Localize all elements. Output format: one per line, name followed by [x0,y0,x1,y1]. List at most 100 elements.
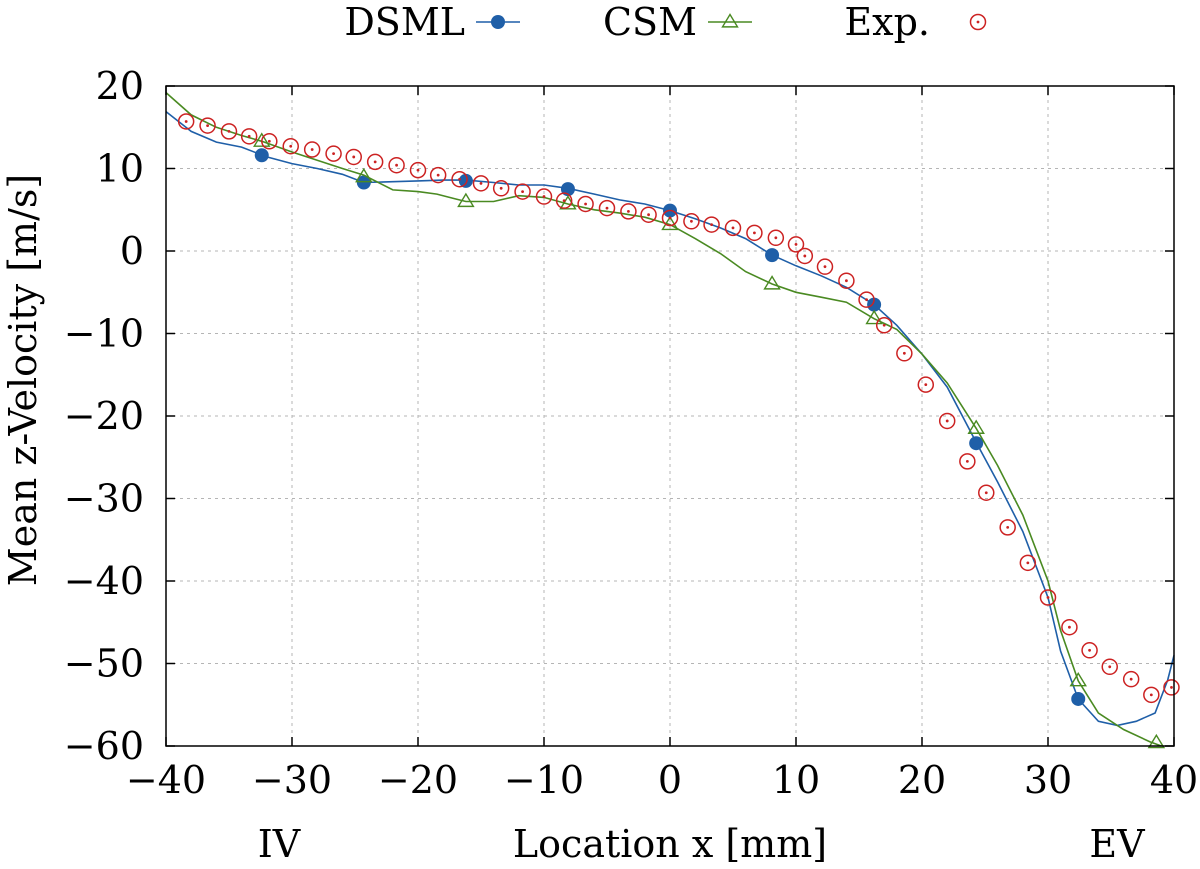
x-axis-title: Location x [mm] [513,822,827,866]
data-point [355,167,373,183]
data-point [303,141,321,158]
data-point [253,132,271,147]
marker-ring [1101,658,1118,676]
data-point [177,113,195,130]
marker-dot [479,181,483,185]
data-point [999,519,1016,536]
marker-dot [845,279,848,283]
data-point [896,345,913,362]
legend-label-csm: CSM [603,0,697,44]
marker-ring [220,123,238,140]
marker-dot [865,298,868,302]
marker-dot [352,155,356,159]
x-tick-label: −10 [504,758,584,802]
marker-ring [787,236,805,253]
marker-dot [227,129,231,133]
marker-ring [1039,589,1057,606]
data-point [1143,686,1160,704]
y-tick-labels: 20 10 0 −10 −20 −30 −40 −50 −60 [64,64,144,768]
data-point [345,148,362,166]
marker-dot [206,124,209,127]
data-point [661,215,679,231]
data-point [978,484,995,501]
marker-dot [436,173,440,177]
marker-ring [535,188,553,205]
data-point [555,192,573,209]
data-point [838,272,855,289]
marker-dot [289,144,293,148]
x-tick-label: −40 [126,758,206,802]
marker-ring [240,128,258,145]
data-point [917,376,935,393]
marker-dot [458,177,461,181]
marker-dot [267,139,271,143]
marker-dot [1108,665,1112,669]
marker-ring [703,216,720,233]
marker-ring [303,141,321,158]
x-tick-label: 20 [898,758,946,802]
marker-dot [882,323,886,327]
marker-ring [858,291,875,308]
marker-dot [731,226,735,230]
legend-label-dsml: DSML [344,0,465,44]
marker-dot [562,199,566,203]
data-point [282,137,299,155]
y-tick-label: 0 [120,229,144,273]
marker-ring [1163,679,1180,696]
data-point [683,213,700,230]
marker-ring [724,219,742,237]
data-point [796,247,814,265]
data-point [865,309,883,325]
marker-ring [767,229,785,247]
data-point [457,192,475,208]
marker-ring [514,183,531,200]
data-point [875,317,893,334]
x-tick-label: −30 [252,758,332,802]
data-point [366,153,384,171]
marker-dot [647,213,650,217]
marker-ring [620,203,637,220]
marker-dot [924,383,928,387]
marker-ring [640,206,657,223]
data-point [577,195,594,213]
marker-ring [746,224,763,242]
data-point [254,148,269,163]
marker-ring [598,199,616,217]
series-line [165,110,1175,727]
marker-ring [1019,554,1037,572]
x-tick-label: 40 [1150,758,1198,802]
marker-ring [345,148,362,166]
data-point [816,258,834,275]
marker-dot [945,419,949,423]
marker-dot [1006,525,1010,529]
marker-ring [816,258,834,275]
legend-marker [491,15,505,29]
marker-dot [332,152,335,156]
marker-dot [542,195,546,198]
marker-ring [1122,670,1140,688]
data-point [1081,642,1098,659]
data-point [1069,671,1087,687]
data-point [429,166,447,184]
data-point [763,275,781,290]
marker-ring [555,192,573,209]
series-exp [177,113,1180,704]
marker-dot [794,243,798,246]
marker-dot [965,459,969,463]
marker-ring [472,175,490,192]
marker-ring [917,376,935,393]
data-point [1122,670,1140,688]
annotation-ev: EV [1089,822,1145,866]
marker-dot [373,160,377,164]
marker-dot [668,216,672,220]
x-tick-label: 10 [772,758,820,802]
legend: DSML CSM Exp. [344,0,987,44]
data-point [356,175,371,190]
marker-dot [499,186,503,190]
data-point [220,123,238,140]
marker-ring [999,519,1016,536]
marker-ring [938,412,956,430]
series-line [165,92,1162,747]
data-point [458,173,473,188]
marker-ring [366,153,384,171]
